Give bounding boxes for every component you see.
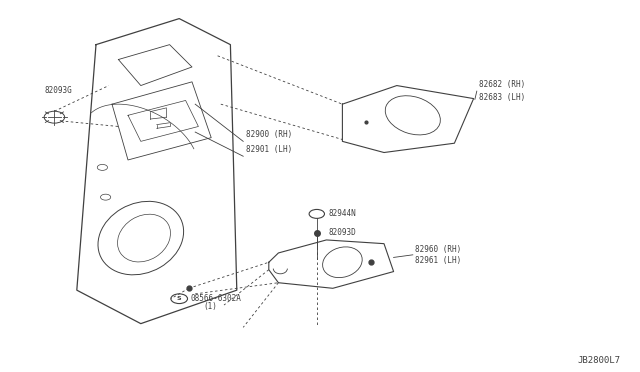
Text: S: S: [177, 296, 182, 301]
Text: 82093D: 82093D: [328, 228, 356, 237]
Text: 82683 (LH): 82683 (LH): [479, 93, 525, 102]
Text: 82960 (RH): 82960 (RH): [415, 245, 461, 254]
Text: 82901 (LH): 82901 (LH): [246, 145, 292, 154]
Text: (1): (1): [203, 302, 217, 311]
Text: JB2800L7: JB2800L7: [578, 356, 621, 365]
Text: 82093G: 82093G: [45, 86, 72, 95]
Text: 82900 (RH): 82900 (RH): [246, 131, 292, 140]
Text: 82961 (LH): 82961 (LH): [415, 256, 461, 265]
Text: 82682 (RH): 82682 (RH): [479, 80, 525, 89]
Text: 82944N: 82944N: [328, 209, 356, 218]
Text: 08566-6302A: 08566-6302A: [191, 294, 241, 303]
